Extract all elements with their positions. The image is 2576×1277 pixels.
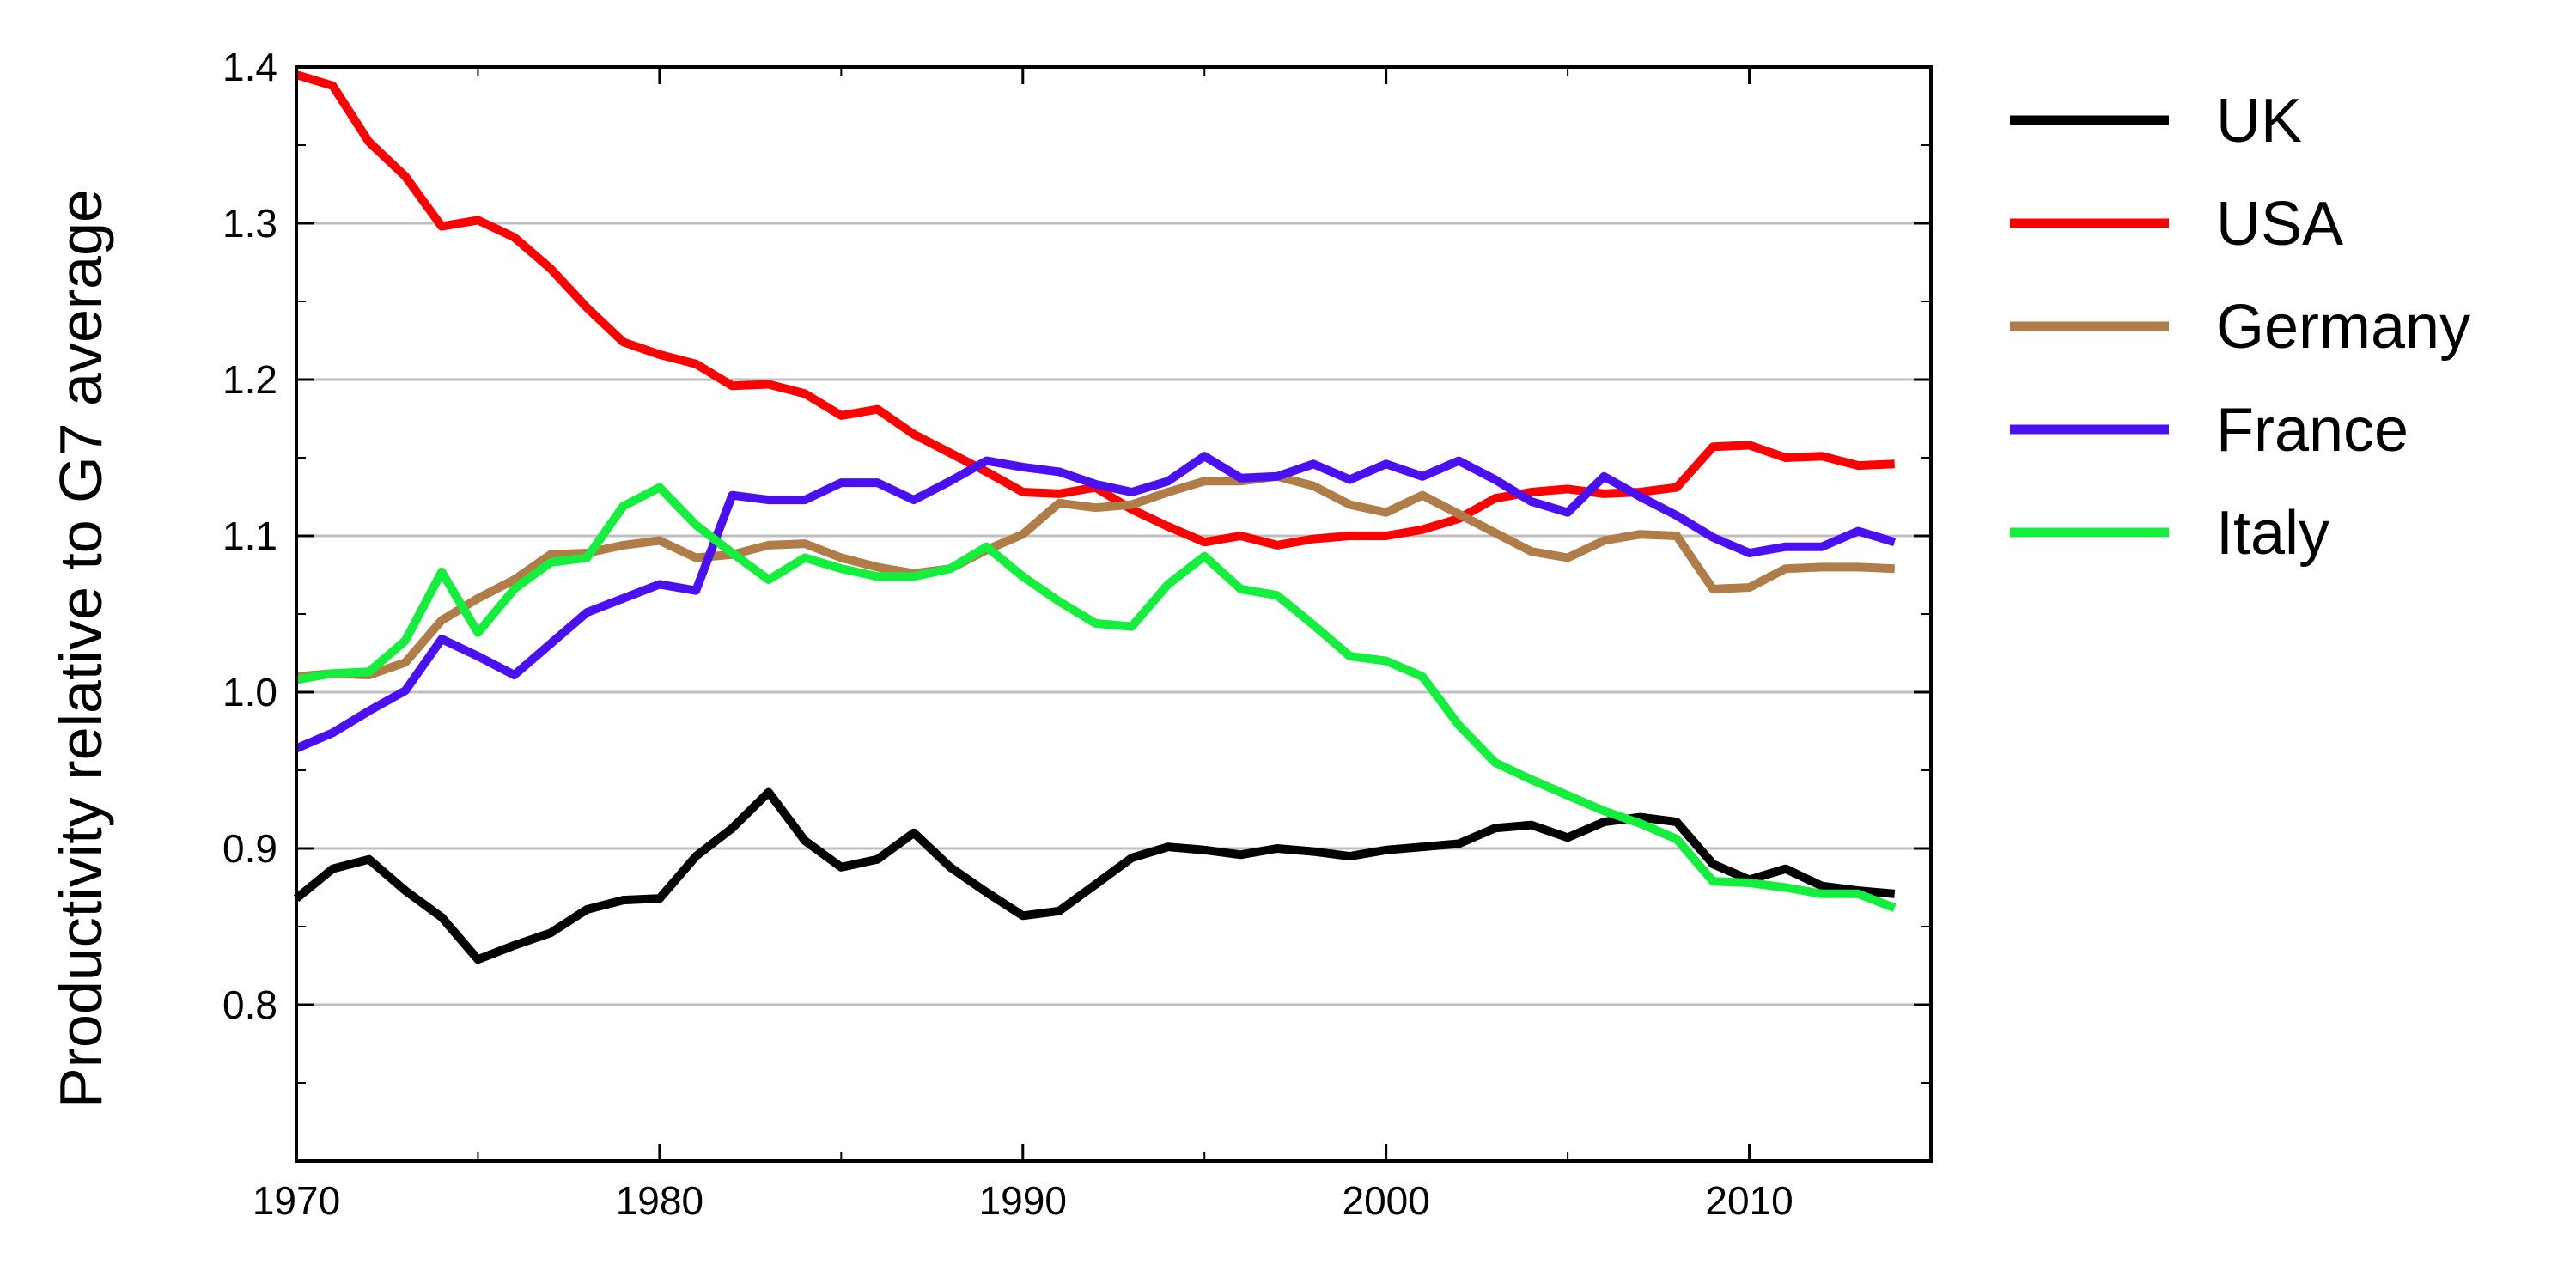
y-tick-label: 1.4 [222, 45, 277, 89]
x-tick-label: 2010 [1705, 1178, 1793, 1223]
legend-label-uk: UK [2216, 87, 2302, 155]
legend-label-usa: USA [2216, 190, 2343, 258]
y-tick-label: 1.0 [222, 670, 277, 715]
plot-frame [295, 65, 1933, 1163]
y-tick-label: 1.3 [222, 201, 277, 246]
series-line-germany [295, 471, 1895, 681]
series-line-uk [293, 787, 1896, 964]
y-axis-title: Productivity relative to G7 average [47, 189, 114, 1108]
legend-label-italy: Italy [2216, 499, 2329, 568]
series-line-usa [295, 70, 1895, 550]
y-tick-label: 0.8 [222, 982, 277, 1027]
x-tick-label: 1970 [253, 1178, 340, 1223]
x-tick-label: 2000 [1342, 1178, 1429, 1223]
legend-label-germany: Germany [2216, 293, 2470, 362]
axis-ticks: 0.8 0.9 1.0 1.1 1.2 1.3 1.4 1970 1980 1990 2000 201… [222, 45, 1931, 1223]
legend-label-france: France [2216, 396, 2409, 465]
series-lines [293, 70, 1897, 964]
series-line-france [295, 452, 1897, 753]
x-tick-label: 1980 [616, 1178, 703, 1223]
y-tick-label: 1.2 [222, 357, 277, 402]
x-tick-label: 1990 [979, 1178, 1067, 1223]
gridlines [296, 65, 1931, 1006]
y-tick-label: 1.1 [222, 514, 277, 558]
y-tick-label: 0.9 [222, 826, 277, 871]
series-line-italy [295, 483, 1897, 912]
legend: UK USA Germany France Italy [2010, 87, 2470, 568]
